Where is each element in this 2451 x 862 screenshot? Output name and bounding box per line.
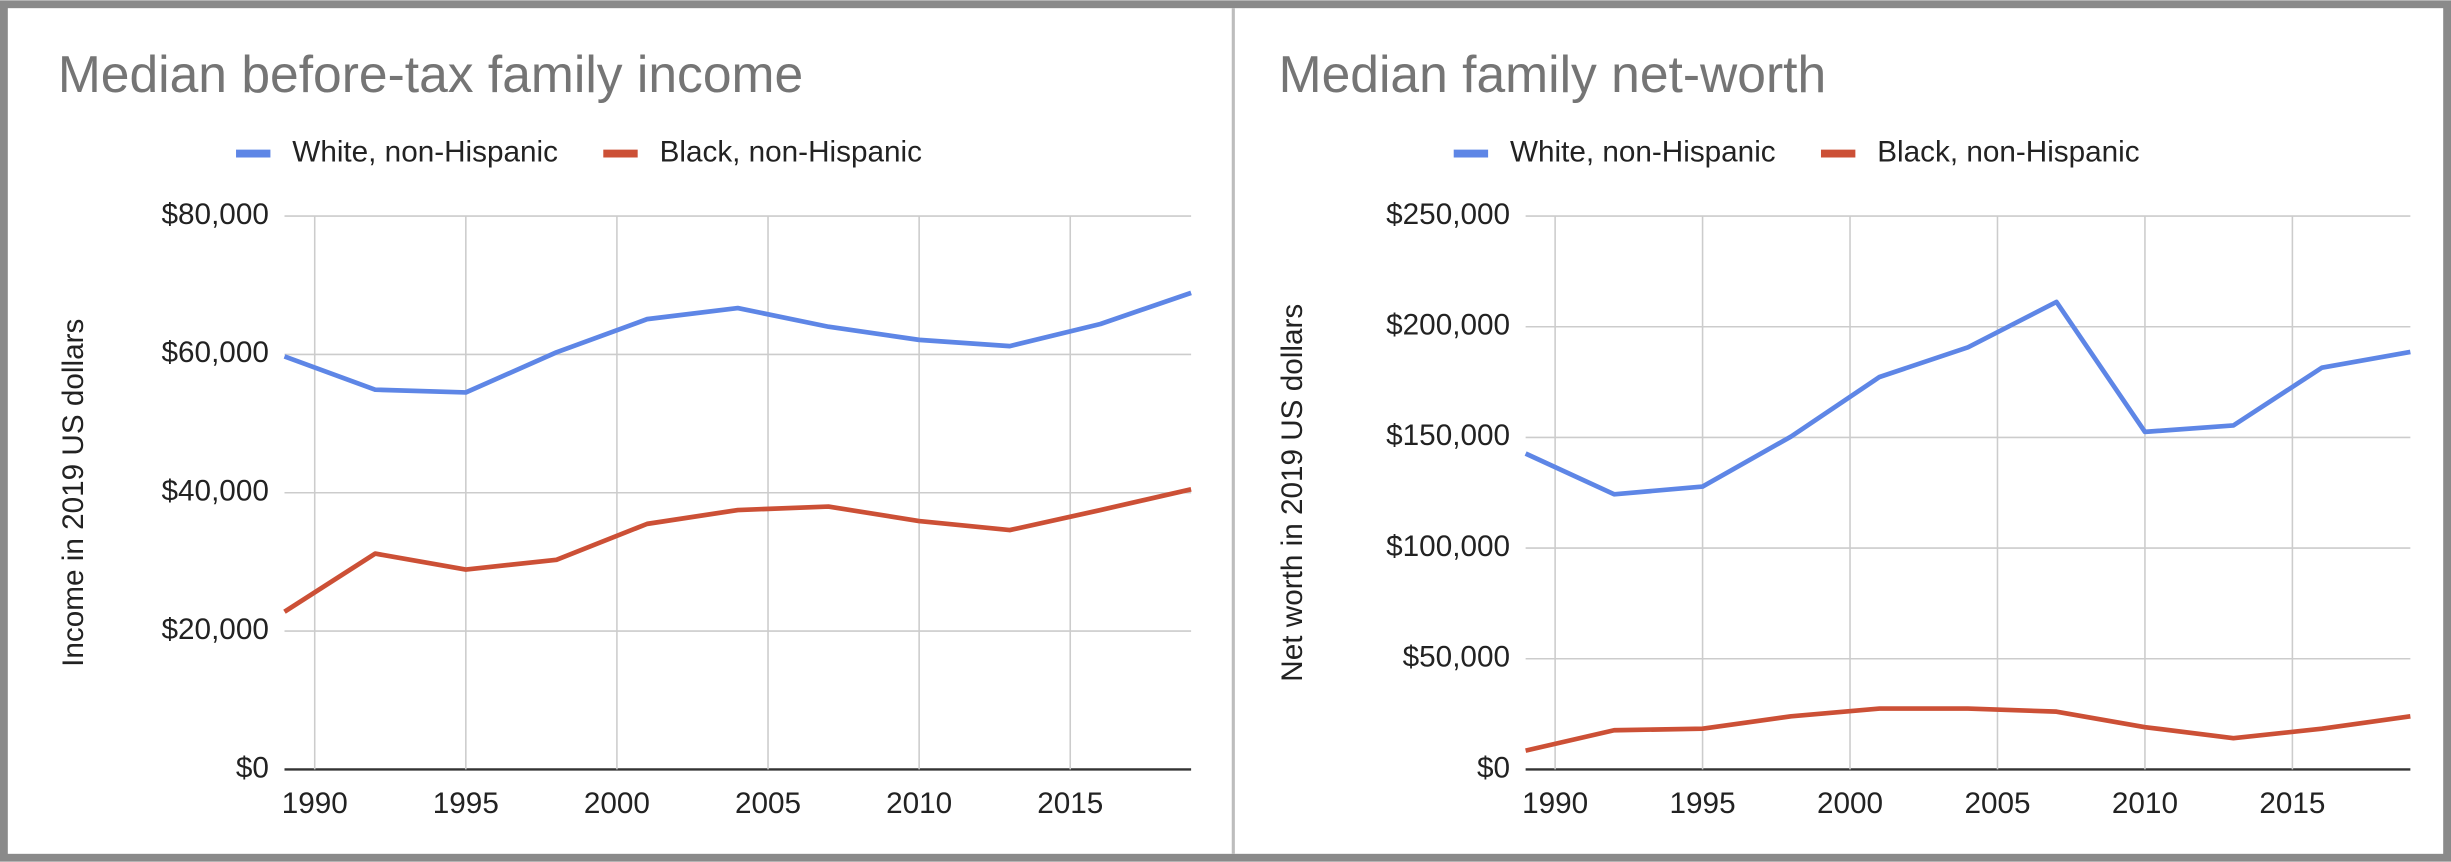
x-tick-label: 2015 [2259,787,2325,820]
legend-label: Black, non-Hispanic [660,135,923,168]
y-tick-label: $40,000 [162,475,269,508]
y-tick-label: $20,000 [162,613,269,646]
x-tick-label: 1995 [433,787,499,820]
x-tick-label: 1990 [1522,787,1588,820]
y-tick-label: $50,000 [1403,641,1510,674]
x-tick-label: 1995 [1670,787,1736,820]
legend-label: White, non-Hispanic [292,135,558,168]
x-tick-label: 2005 [1964,787,2030,820]
series-line [283,487,1192,614]
y-tick-label: $80,000 [162,198,269,231]
series-line [1524,299,2411,497]
y-tick-label: $60,000 [162,336,269,369]
y-tick-label: $150,000 [1386,419,1510,452]
y-axis-label: Income in 2019 US dollars [57,319,90,667]
x-tick-label: 1990 [282,787,348,820]
y-axis-label: Net worth in 2019 US dollars [1276,304,1309,682]
series-line [1525,706,2411,753]
y-tick-label: $0 [236,751,269,784]
y-tick-label: $200,000 [1386,309,1510,342]
x-tick-label: 2000 [584,787,650,820]
legend-label: Black, non-Hispanic [1877,135,2140,168]
x-tick-label: 2015 [1037,787,1103,820]
y-tick-label: $0 [1477,751,1510,784]
legend-label: White, non-Hispanic [1510,135,1776,168]
chart-title: Median family net-worth [1279,45,1827,103]
series-line [283,290,1192,395]
y-tick-label: $100,000 [1386,530,1510,563]
x-tick-label: 2010 [2112,787,2178,820]
x-tick-label: 2005 [735,787,801,820]
x-tick-label: 2000 [1817,787,1883,820]
x-tick-label: 2010 [886,787,952,820]
y-tick-label: $250,000 [1386,198,1510,231]
chart-title: Median before-tax family income [58,45,803,103]
